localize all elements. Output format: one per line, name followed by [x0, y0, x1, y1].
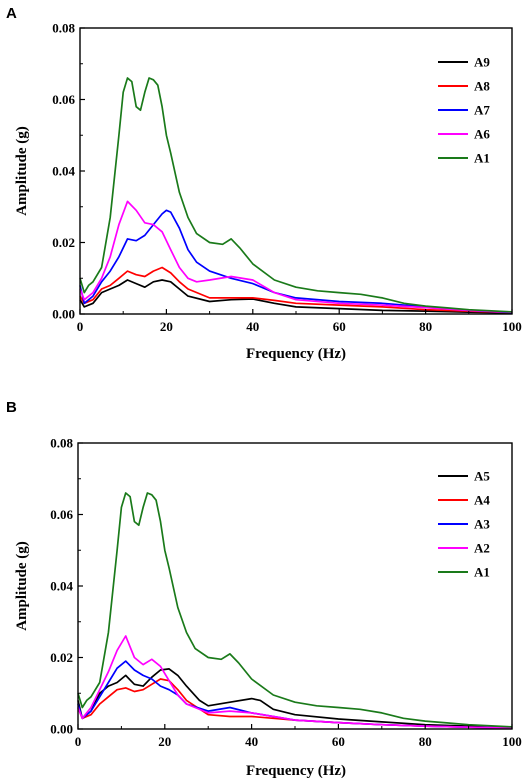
panel-a-x-tick-label: 0 — [77, 319, 84, 334]
panel-b-series-A2-line — [77, 635, 513, 729]
panel-b-legend-label-A5: A5 — [474, 469, 490, 484]
panel-a-y-tick-label: 0.00 — [52, 307, 75, 322]
panel-b-plot: 0 20 40 60 80 100 0.00 0.02 0.04 0.06 0.08 A5 A4 A3… — [50, 436, 522, 750]
panel-a-legend: A9 A8 A7 A6 A1 — [438, 55, 490, 166]
panel-a-series-A8-line — [79, 266, 513, 314]
panel-a-y-ticks: 0.00 0.02 0.04 0.06 0.08 — [52, 21, 85, 322]
panel-b-x-ticks: 0 20 40 60 80 100 — [75, 724, 522, 749]
panel-b-series-A3-line — [77, 660, 513, 729]
panel-b-y-tick-label: 0.00 — [50, 722, 73, 737]
panel-b-y-tick-label: 0.08 — [50, 436, 73, 451]
panel-b-x-tick-label: 100 — [502, 734, 522, 749]
panel-b-x-tick-label: 0 — [75, 734, 82, 749]
panel-b-legend: A5 A4 A3 A2 A1 — [438, 469, 490, 580]
panel-b-y-tick-label: 0.04 — [50, 579, 73, 594]
panel-b-series-A1-line — [77, 492, 513, 728]
panel-b-y-ticks: 0.00 0.02 0.04 0.06 0.08 — [50, 436, 83, 737]
panel-b-ylabel: Amplitude (g) — [14, 541, 30, 631]
panel-a-y-tick-label: 0.04 — [52, 164, 75, 179]
panel-a-y-tick-label: 0.02 — [52, 235, 75, 250]
panel-a-x-tick-label: 60 — [333, 319, 346, 334]
panel-b-legend-label-A4: A4 — [474, 493, 490, 508]
panel-a-letter: A — [6, 5, 17, 22]
panel-b-x-tick-label: 60 — [332, 734, 345, 749]
panel-a-x-tick-label: 20 — [160, 319, 173, 334]
panel-a-x-ticks: 0 20 40 60 80 100 — [77, 309, 522, 334]
panel-b-x-tick-label: 80 — [419, 734, 432, 749]
panel-b-series-A5-line — [77, 668, 513, 729]
panel-a-ylabel: Amplitude (g) — [14, 126, 30, 216]
panel-a: A Amplitude (g) Frequency (Hz) 0 20 40 60 80… — [6, 5, 522, 362]
panel-b-legend-label-A1: A1 — [474, 565, 490, 580]
panel-a-legend-label-A1: A1 — [474, 151, 490, 166]
panel-a-y-tick-label: 0.08 — [52, 21, 75, 36]
panel-a-legend-label-A7: A7 — [474, 103, 490, 118]
panel-b-xlabel: Frequency (Hz) — [246, 763, 346, 779]
panel-a-legend-label-A6: A6 — [474, 127, 490, 142]
panel-a-xlabel: Frequency (Hz) — [246, 346, 346, 362]
panel-b-y-tick-label: 0.06 — [50, 507, 73, 522]
panel-b-legend-label-A2: A2 — [474, 541, 490, 556]
panel-a-x-tick-label: 80 — [419, 319, 432, 334]
panel-a-frame — [79, 27, 513, 315]
panel-a-y-tick-label: 0.06 — [52, 92, 75, 107]
panel-b-letter: B — [6, 399, 17, 416]
panel-a-x-tick-label: 40 — [246, 319, 259, 334]
panel-a-series-A6-line — [79, 200, 513, 314]
panel-b: B Amplitude (g) Frequency (Hz) 0 20 40 60 80… — [6, 399, 522, 779]
panel-a-plot: 0 20 40 60 80 100 0.00 0.02 0.04 0.06 0.08 A9 A8 A7… — [52, 21, 522, 335]
panel-a-series-A9-line — [79, 279, 513, 314]
panel-b-legend-label-A3: A3 — [474, 517, 490, 532]
panel-a-series-layer — [79, 77, 513, 314]
panel-a-x-tick-label: 100 — [502, 319, 522, 334]
panel-a-legend-label-A8: A8 — [474, 79, 490, 94]
panel-a-legend-label-A9: A9 — [474, 55, 490, 70]
panel-b-x-tick-label: 20 — [158, 734, 171, 749]
panel-a-series-A1-line — [79, 77, 513, 313]
panel-a-series-A7-line — [79, 209, 513, 314]
panel-b-series-layer — [77, 492, 513, 729]
panel-b-y-tick-label: 0.02 — [50, 650, 73, 665]
panel-b-x-tick-label: 40 — [245, 734, 258, 749]
